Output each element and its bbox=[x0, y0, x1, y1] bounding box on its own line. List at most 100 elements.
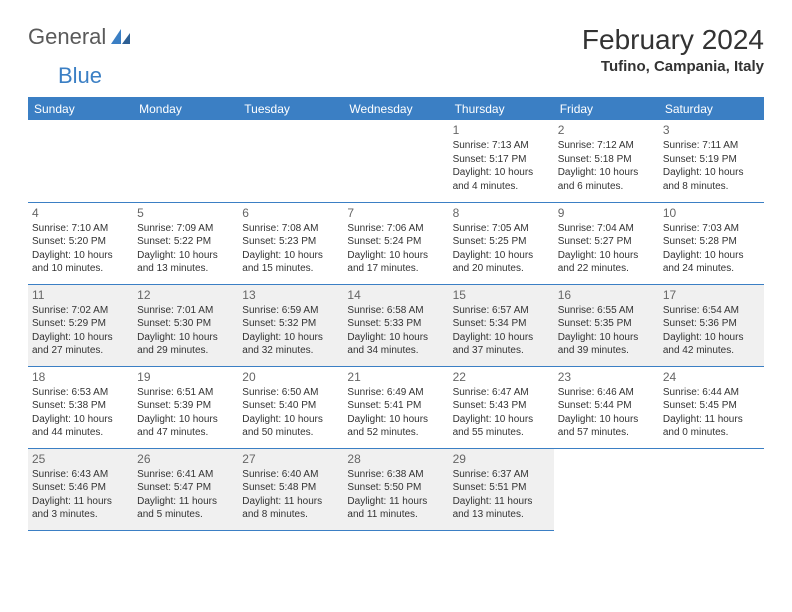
logo-sail-icon bbox=[110, 27, 132, 48]
day-info: Sunrise: 7:04 AMSunset: 5:27 PMDaylight:… bbox=[558, 222, 655, 276]
day-cell: 1Sunrise: 7:13 AMSunset: 5:17 PMDaylight… bbox=[449, 120, 554, 202]
calendar-row: 11 Sunrise: 7:02 AMSunset: 5:29 PMDayligh… bbox=[28, 284, 764, 366]
day-number: 9 bbox=[558, 206, 655, 220]
day-number: 23 bbox=[558, 370, 655, 384]
day-header: Friday bbox=[554, 98, 659, 121]
day-number: 17 bbox=[663, 288, 760, 302]
day-header: Monday bbox=[133, 98, 238, 121]
empty-cell bbox=[554, 448, 659, 530]
day-cell: 20 Sunrise: 6:50 AMSunset: 5:40 PMDayligh… bbox=[238, 366, 343, 448]
day-number: 7 bbox=[347, 206, 444, 220]
logo-text-blue: Blue bbox=[58, 63, 102, 88]
day-cell: 27 Sunrise: 6:40 AMSunset: 5:48 PMDayligh… bbox=[238, 448, 343, 530]
day-cell: 6Sunrise: 7:08 AMSunset: 5:23 PMDaylight… bbox=[238, 202, 343, 284]
day-number: 18 bbox=[32, 370, 129, 384]
day-info: Sunrise: 7:11 AMSunset: 5:19 PMDaylight:… bbox=[663, 139, 760, 193]
day-info: Sunrise: 7:01 AMSunset: 5:30 PMDaylight:… bbox=[137, 304, 234, 358]
day-cell: 10 Sunrise: 7:03 AMSunset: 5:28 PMDayligh… bbox=[659, 202, 764, 284]
day-cell: 8 Sunrise: 7:05 AMSunset: 5:25 PMDaylight… bbox=[449, 202, 554, 284]
day-header: Tuesday bbox=[238, 98, 343, 121]
day-number: 5 bbox=[137, 206, 234, 220]
day-number: 10 bbox=[663, 206, 760, 220]
day-cell: 26 Sunrise: 6:41 AMSunset: 5:47 PMDayligh… bbox=[133, 448, 238, 530]
logo: General bbox=[28, 24, 134, 50]
day-info: Sunrise: 6:53 AMSunset: 5:38 PMDaylight:… bbox=[32, 386, 129, 440]
day-number: 25 bbox=[32, 452, 129, 466]
day-number: 21 bbox=[347, 370, 444, 384]
day-cell: 24 Sunrise: 6:44 AMSunset: 5:45 PMDayligh… bbox=[659, 366, 764, 448]
day-header: Thursday bbox=[449, 98, 554, 121]
day-number: 14 bbox=[347, 288, 444, 302]
empty-cell bbox=[28, 120, 133, 202]
day-header: Saturday bbox=[659, 98, 764, 121]
day-number: 3 bbox=[663, 123, 760, 137]
day-number: 19 bbox=[137, 370, 234, 384]
day-info: Sunrise: 6:40 AMSunset: 5:48 PMDaylight:… bbox=[242, 468, 339, 522]
day-cell: 14Sunrise: 6:58 AMSunset: 5:33 PMDayligh… bbox=[343, 284, 448, 366]
day-cell: 22 Sunrise: 6:47 AMSunset: 5:43 PMDayligh… bbox=[449, 366, 554, 448]
day-cell: 4Sunrise: 7:10 AMSunset: 5:20 PMDaylight… bbox=[28, 202, 133, 284]
day-number: 29 bbox=[453, 452, 550, 466]
calendar-row: 18 Sunrise: 6:53 AMSunset: 5:38 PMDayligh… bbox=[28, 366, 764, 448]
day-header: Wednesday bbox=[343, 98, 448, 121]
day-info: Sunrise: 7:03 AMSunset: 5:28 PMDaylight:… bbox=[663, 222, 760, 276]
day-number: 4 bbox=[32, 206, 129, 220]
day-cell: 13Sunrise: 6:59 AMSunset: 5:32 PMDayligh… bbox=[238, 284, 343, 366]
day-number: 26 bbox=[137, 452, 234, 466]
empty-cell bbox=[659, 448, 764, 530]
day-cell: 16Sunrise: 6:55 AMSunset: 5:35 PMDayligh… bbox=[554, 284, 659, 366]
day-cell: 28 Sunrise: 6:38 AMSunset: 5:50 PMDayligh… bbox=[343, 448, 448, 530]
day-info: Sunrise: 6:47 AMSunset: 5:43 PMDaylight:… bbox=[453, 386, 550, 440]
day-cell: 23 Sunrise: 6:46 AMSunset: 5:44 PMDayligh… bbox=[554, 366, 659, 448]
day-info: Sunrise: 6:38 AMSunset: 5:50 PMDaylight:… bbox=[347, 468, 444, 522]
day-info: Sunrise: 6:46 AMSunset: 5:44 PMDaylight:… bbox=[558, 386, 655, 440]
empty-cell bbox=[343, 120, 448, 202]
day-number: 8 bbox=[453, 206, 550, 220]
day-number: 11 bbox=[32, 288, 129, 302]
day-number: 28 bbox=[347, 452, 444, 466]
day-info: Sunrise: 7:09 AMSunset: 5:22 PMDaylight:… bbox=[137, 222, 234, 276]
day-number: 15 bbox=[453, 288, 550, 302]
page: General February 2024 Tufino, Campania, … bbox=[0, 0, 792, 555]
day-cell: 7 Sunrise: 7:06 AMSunset: 5:24 PMDaylight… bbox=[343, 202, 448, 284]
day-cell: 19 Sunrise: 6:51 AMSunset: 5:39 PMDayligh… bbox=[133, 366, 238, 448]
day-number: 12 bbox=[137, 288, 234, 302]
calendar-row: 4Sunrise: 7:10 AMSunset: 5:20 PMDaylight… bbox=[28, 202, 764, 284]
day-info: Sunrise: 6:59 AMSunset: 5:32 PMDaylight:… bbox=[242, 304, 339, 358]
day-info: Sunrise: 6:57 AMSunset: 5:34 PMDaylight:… bbox=[453, 304, 550, 358]
calendar-body: 1Sunrise: 7:13 AMSunset: 5:17 PMDaylight… bbox=[28, 120, 764, 530]
day-header-row: SundayMondayTuesdayWednesdayThursdayFrid… bbox=[28, 98, 764, 121]
day-cell: 21 Sunrise: 6:49 AMSunset: 5:41 PMDayligh… bbox=[343, 366, 448, 448]
day-info: Sunrise: 7:06 AMSunset: 5:24 PMDaylight:… bbox=[347, 222, 444, 276]
day-cell: 5 Sunrise: 7:09 AMSunset: 5:22 PMDaylight… bbox=[133, 202, 238, 284]
day-info: Sunrise: 6:55 AMSunset: 5:35 PMDaylight:… bbox=[558, 304, 655, 358]
day-info: Sunrise: 7:12 AMSunset: 5:18 PMDaylight:… bbox=[558, 139, 655, 193]
day-info: Sunrise: 6:51 AMSunset: 5:39 PMDaylight:… bbox=[137, 386, 234, 440]
day-info: Sunrise: 6:41 AMSunset: 5:47 PMDaylight:… bbox=[137, 468, 234, 522]
calendar-table: SundayMondayTuesdayWednesdayThursdayFrid… bbox=[28, 97, 764, 531]
empty-cell bbox=[133, 120, 238, 202]
day-cell: 15 Sunrise: 6:57 AMSunset: 5:34 PMDayligh… bbox=[449, 284, 554, 366]
day-cell: 9 Sunrise: 7:04 AMSunset: 5:27 PMDaylight… bbox=[554, 202, 659, 284]
day-info: Sunrise: 7:05 AMSunset: 5:25 PMDaylight:… bbox=[453, 222, 550, 276]
day-info: Sunrise: 6:54 AMSunset: 5:36 PMDaylight:… bbox=[663, 304, 760, 358]
day-cell: 18 Sunrise: 6:53 AMSunset: 5:38 PMDayligh… bbox=[28, 366, 133, 448]
day-number: 27 bbox=[242, 452, 339, 466]
day-cell: 25Sunrise: 6:43 AMSunset: 5:46 PMDayligh… bbox=[28, 448, 133, 530]
month-title: February 2024 bbox=[582, 24, 764, 56]
calendar-row: 25Sunrise: 6:43 AMSunset: 5:46 PMDayligh… bbox=[28, 448, 764, 530]
day-number: 24 bbox=[663, 370, 760, 384]
day-number: 1 bbox=[453, 123, 550, 137]
day-info: Sunrise: 6:50 AMSunset: 5:40 PMDaylight:… bbox=[242, 386, 339, 440]
day-info: Sunrise: 7:02 AMSunset: 5:29 PMDaylight:… bbox=[32, 304, 129, 358]
day-cell: 12 Sunrise: 7:01 AMSunset: 5:30 PMDayligh… bbox=[133, 284, 238, 366]
day-number: 22 bbox=[453, 370, 550, 384]
day-number: 20 bbox=[242, 370, 339, 384]
empty-cell bbox=[238, 120, 343, 202]
day-header: Sunday bbox=[28, 98, 133, 121]
day-info: Sunrise: 6:44 AMSunset: 5:45 PMDaylight:… bbox=[663, 386, 760, 440]
day-info: Sunrise: 7:08 AMSunset: 5:23 PMDaylight:… bbox=[242, 222, 339, 276]
day-cell: 29 Sunrise: 6:37 AMSunset: 5:51 PMDayligh… bbox=[449, 448, 554, 530]
day-info: Sunrise: 6:49 AMSunset: 5:41 PMDaylight:… bbox=[347, 386, 444, 440]
day-info: Sunrise: 6:37 AMSunset: 5:51 PMDaylight:… bbox=[453, 468, 550, 522]
